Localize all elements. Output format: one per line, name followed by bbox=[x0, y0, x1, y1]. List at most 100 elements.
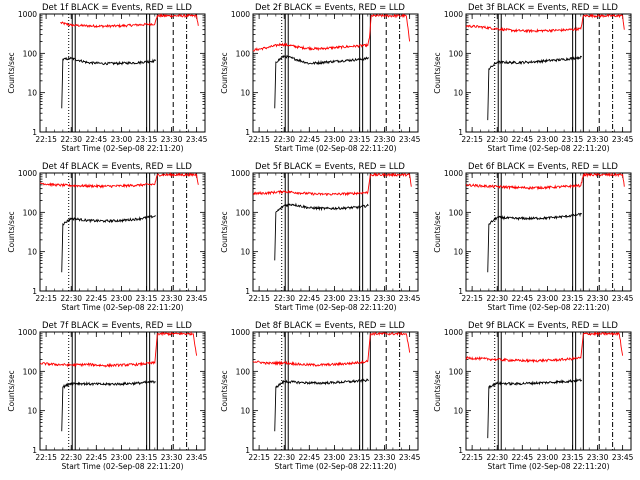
x-tick-label: 23:30 bbox=[161, 294, 183, 303]
x-tick-label: 23:45 bbox=[399, 135, 421, 144]
y-tick-label: 1 bbox=[245, 287, 250, 296]
events-series-line bbox=[487, 55, 583, 121]
x-tick-label: 22:15 bbox=[248, 453, 270, 462]
y-axis-label: Counts/sec bbox=[7, 52, 16, 93]
x-tick-label: 23:00 bbox=[111, 135, 133, 144]
y-tick-label: 1 bbox=[32, 287, 37, 296]
x-axis-label: Start Time (02-Sep-08 22:11:20) bbox=[488, 462, 610, 471]
plot-frame bbox=[39, 13, 206, 133]
panel-title: Det 8f BLACK = Events, RED = LLD bbox=[255, 321, 405, 331]
panel-title: Det 3f BLACK = Events, RED = LLD bbox=[468, 3, 618, 13]
x-tick-label: 22:30 bbox=[273, 135, 295, 144]
panel-8: Det 8f BLACK = Events, RED = LLD 1 10 100 10… bbox=[220, 321, 421, 471]
panel-3: Det 3f BLACK = Events, RED = LLD 1 10 100 10… bbox=[433, 3, 634, 153]
x-tick-label: 22:15 bbox=[35, 294, 57, 303]
y-tick-label: 100 bbox=[236, 49, 251, 58]
x-tick-label: 22:15 bbox=[248, 135, 270, 144]
y-tick-label: 1000 bbox=[18, 328, 37, 337]
x-tick-label: 23:30 bbox=[374, 135, 396, 144]
y-tick-label: 1000 bbox=[18, 169, 37, 178]
x-axis-label: Start Time (02-Sep-08 22:11:20) bbox=[62, 462, 184, 471]
y-tick-label: 1000 bbox=[231, 169, 250, 178]
y-tick-label: 100 bbox=[449, 49, 464, 58]
x-tick-label: 22:30 bbox=[486, 453, 508, 462]
panel-6: Det 6f BLACK = Events, RED = LLD 1 10 100 10… bbox=[433, 162, 634, 312]
y-tick-label: 100 bbox=[449, 208, 464, 217]
x-tick-label: 23:45 bbox=[186, 135, 208, 144]
y-tick-label: 10 bbox=[27, 89, 37, 98]
panel-title: Det 4f BLACK = Events, RED = LLD bbox=[42, 162, 192, 172]
lld-series-line bbox=[465, 13, 625, 34]
y-tick-label: 1 bbox=[458, 446, 463, 455]
lld-series-line bbox=[252, 13, 411, 52]
panel-title: Det 2f BLACK = Events, RED = LLD bbox=[255, 3, 405, 13]
panel-1: Det 1f BLACK = Events, RED = LLD 1 10 100 10… bbox=[7, 3, 208, 153]
panel-7: Det 7f BLACK = Events, RED = LLD 1 10 100 10… bbox=[7, 321, 208, 471]
panel-title: Det 5f BLACK = Events, RED = LLD bbox=[255, 162, 405, 172]
y-tick-label: 10 bbox=[240, 407, 250, 416]
x-tick-label: 23:00 bbox=[324, 453, 346, 462]
x-tick-label: 22:45 bbox=[511, 135, 533, 144]
y-tick-label: 10 bbox=[453, 89, 463, 98]
x-tick-label: 23:00 bbox=[111, 453, 133, 462]
plot-frame bbox=[465, 13, 632, 133]
panel-4: Det 4f BLACK = Events, RED = LLD 1 10 100 10… bbox=[7, 162, 208, 312]
lld-series-line bbox=[465, 331, 624, 364]
x-axis-label: Start Time (02-Sep-08 22:11:20) bbox=[488, 303, 610, 312]
x-tick-label: 23:15 bbox=[349, 135, 371, 144]
lld-series-line bbox=[60, 13, 199, 29]
y-tick-label: 10 bbox=[27, 407, 37, 416]
y-tick-label: 1000 bbox=[444, 169, 463, 178]
y-tick-label: 10 bbox=[240, 248, 250, 257]
x-tick-label: 23:30 bbox=[161, 135, 183, 144]
y-tick-label: 100 bbox=[23, 208, 38, 217]
lld-series-line bbox=[39, 330, 198, 369]
events-series-line bbox=[487, 212, 583, 273]
x-tick-label: 23:30 bbox=[587, 135, 609, 144]
x-tick-label: 23:15 bbox=[562, 453, 584, 462]
x-tick-label: 23:30 bbox=[374, 453, 396, 462]
x-tick-label: 23:45 bbox=[612, 294, 634, 303]
x-axis-label: Start Time (02-Sep-08 22:11:20) bbox=[488, 144, 610, 153]
y-tick-label: 1 bbox=[458, 287, 463, 296]
x-axis-label: Start Time (02-Sep-08 22:11:20) bbox=[62, 144, 184, 153]
y-axis-label: Counts/sec bbox=[220, 52, 229, 93]
plot-frame bbox=[252, 331, 419, 451]
panel-5: Det 5f BLACK = Events, RED = LLD 1 10 100 10… bbox=[220, 162, 421, 312]
x-tick-label: 22:30 bbox=[486, 135, 508, 144]
plot-frame bbox=[39, 331, 206, 451]
x-tick-label: 23:30 bbox=[374, 294, 396, 303]
x-tick-label: 22:30 bbox=[60, 453, 82, 462]
x-tick-label: 23:30 bbox=[587, 453, 609, 462]
y-tick-label: 100 bbox=[23, 367, 38, 376]
panel-title: Det 7f BLACK = Events, RED = LLD bbox=[42, 321, 192, 331]
x-tick-label: 23:15 bbox=[562, 294, 584, 303]
x-tick-label: 22:45 bbox=[511, 453, 533, 462]
y-tick-label: 1000 bbox=[231, 328, 250, 337]
y-axis-label: Counts/sec bbox=[433, 370, 442, 411]
events-series-line bbox=[61, 380, 156, 432]
lld-series-line bbox=[465, 172, 625, 191]
x-tick-label: 22:45 bbox=[85, 135, 107, 144]
y-tick-label: 1 bbox=[32, 128, 37, 137]
panel-2: Det 2f BLACK = Events, RED = LLD 1 10 100 10… bbox=[220, 3, 421, 153]
y-tick-label: 10 bbox=[453, 248, 463, 257]
y-axis-label: Counts/sec bbox=[220, 370, 229, 411]
x-tick-label: 22:15 bbox=[35, 135, 57, 144]
events-series-line bbox=[274, 202, 369, 261]
panel-title: Det 6f BLACK = Events, RED = LLD bbox=[468, 162, 618, 172]
lld-series-line bbox=[252, 331, 411, 367]
x-tick-label: 23:45 bbox=[612, 135, 634, 144]
x-tick-label: 23:00 bbox=[537, 294, 559, 303]
y-tick-label: 1000 bbox=[231, 10, 250, 19]
events-series-line bbox=[274, 54, 369, 109]
y-tick-label: 1 bbox=[32, 446, 37, 455]
y-tick-label: 1 bbox=[458, 128, 463, 137]
y-axis-label: Counts/sec bbox=[433, 52, 442, 93]
x-tick-label: 23:45 bbox=[399, 453, 421, 462]
panel-title: Det 1f BLACK = Events, RED = LLD bbox=[42, 3, 192, 13]
y-tick-label: 10 bbox=[453, 407, 463, 416]
x-tick-label: 23:00 bbox=[324, 294, 346, 303]
y-tick-label: 100 bbox=[23, 49, 38, 58]
